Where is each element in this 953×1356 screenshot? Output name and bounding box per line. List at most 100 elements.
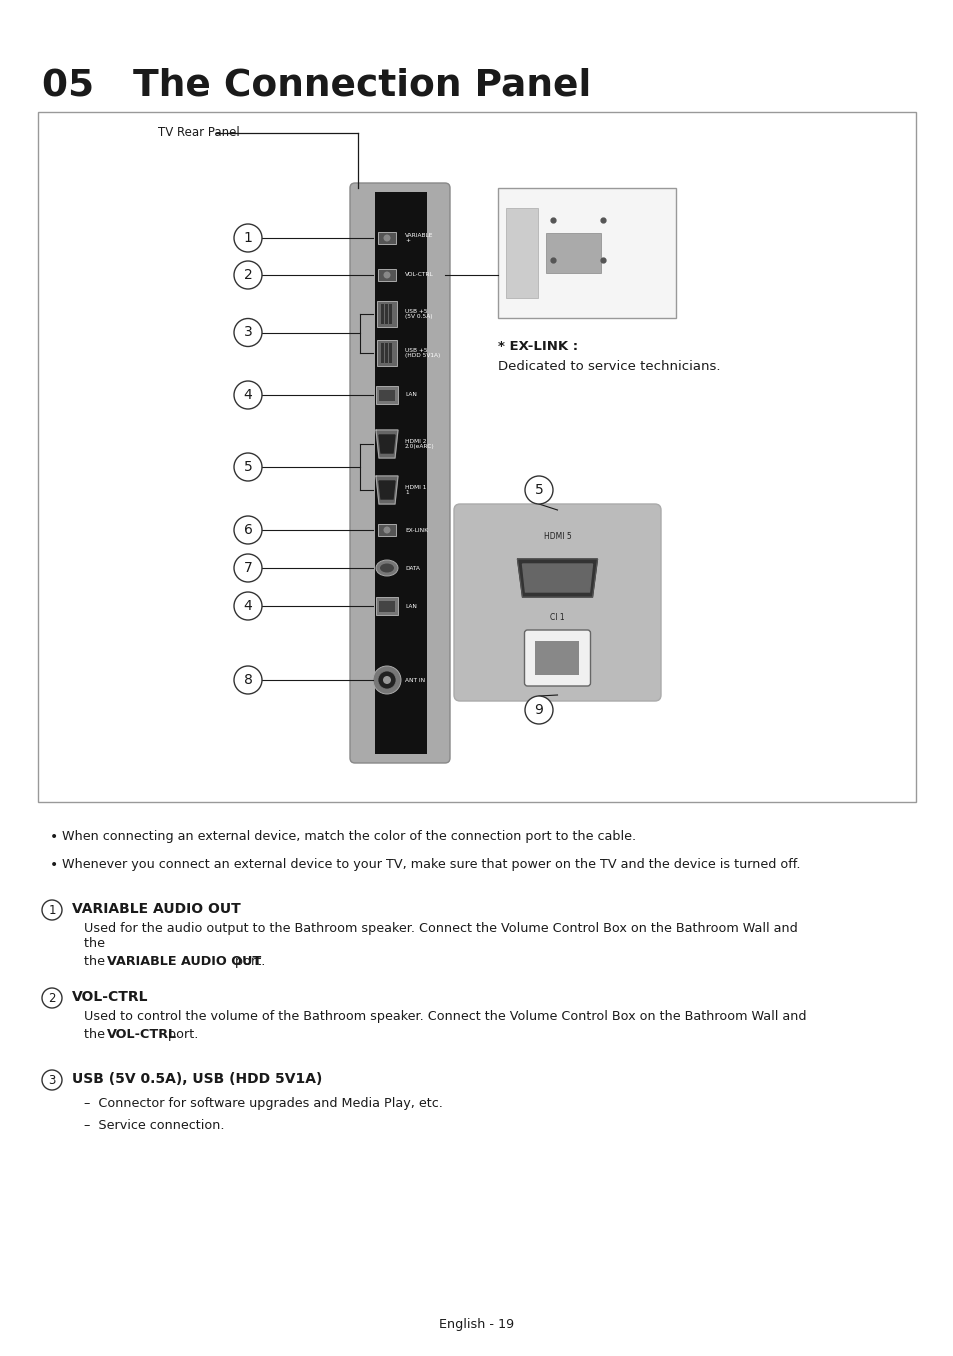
Bar xyxy=(378,601,395,612)
Text: VARIABLE AUDIO OUT: VARIABLE AUDIO OUT xyxy=(107,955,261,968)
Bar xyxy=(376,301,396,327)
Polygon shape xyxy=(378,481,395,499)
Text: When connecting an external device, match the color of the connection port to th: When connecting an external device, matc… xyxy=(62,830,636,843)
Text: VOL-CTRL: VOL-CTRL xyxy=(107,1028,177,1041)
Circle shape xyxy=(233,453,262,481)
Text: 3: 3 xyxy=(243,325,253,339)
Text: VARIABLE AUDIO OUT: VARIABLE AUDIO OUT xyxy=(71,902,240,917)
Text: VOL-CTRL: VOL-CTRL xyxy=(71,990,149,1003)
Text: Used for the audio output to the Bathroom speaker. Connect the Volume Control Bo: Used for the audio output to the Bathroo… xyxy=(84,922,797,951)
Text: USB (5V 0.5A), USB (HDD 5V1A): USB (5V 0.5A), USB (HDD 5V1A) xyxy=(71,1073,322,1086)
Text: Used to control the volume of the Bathroom speaker. Connect the Volume Control B: Used to control the volume of the Bathro… xyxy=(84,1010,805,1022)
Bar xyxy=(377,523,395,536)
Circle shape xyxy=(233,381,262,410)
Circle shape xyxy=(42,900,62,919)
Text: ANT IN: ANT IN xyxy=(405,678,425,682)
Text: VARIABLE
+: VARIABLE + xyxy=(405,233,433,243)
Text: port.: port. xyxy=(231,955,265,968)
Text: the: the xyxy=(84,955,109,968)
Bar xyxy=(385,304,388,324)
Bar xyxy=(375,597,397,616)
Circle shape xyxy=(524,476,553,504)
Text: the: the xyxy=(84,1028,109,1041)
Text: English - 19: English - 19 xyxy=(439,1318,514,1332)
Bar xyxy=(389,343,392,363)
Text: HDMI 1
1: HDMI 1 1 xyxy=(405,485,426,495)
Bar xyxy=(497,188,676,319)
Circle shape xyxy=(382,677,391,683)
Text: USB +5
(5V 0.5A): USB +5 (5V 0.5A) xyxy=(405,309,432,319)
Text: 4: 4 xyxy=(243,599,253,613)
Text: •: • xyxy=(50,858,58,872)
Bar xyxy=(535,641,578,675)
Circle shape xyxy=(524,696,553,724)
Text: 4: 4 xyxy=(243,388,253,401)
Text: port.: port. xyxy=(164,1028,198,1041)
Bar xyxy=(389,304,392,324)
Text: 6: 6 xyxy=(243,523,253,537)
FancyBboxPatch shape xyxy=(524,631,590,686)
Text: 5: 5 xyxy=(243,460,253,475)
Circle shape xyxy=(233,666,262,694)
Text: 1: 1 xyxy=(243,231,253,245)
Text: –  Service connection.: – Service connection. xyxy=(84,1119,224,1132)
Bar xyxy=(377,268,395,281)
Bar xyxy=(375,386,397,404)
Text: DATA: DATA xyxy=(405,565,419,571)
Bar xyxy=(505,207,537,298)
Bar xyxy=(378,391,395,401)
Circle shape xyxy=(377,671,395,689)
Circle shape xyxy=(233,319,262,347)
Text: Dedicated to service technicians.: Dedicated to service technicians. xyxy=(497,359,720,373)
Text: •: • xyxy=(50,830,58,843)
Bar xyxy=(377,232,395,244)
Text: 5: 5 xyxy=(534,483,543,498)
Text: 8: 8 xyxy=(243,673,253,687)
Text: TV Rear Panel: TV Rear Panel xyxy=(158,126,239,140)
Text: USB +5
(HDD 5V1A): USB +5 (HDD 5V1A) xyxy=(405,347,440,358)
Ellipse shape xyxy=(379,564,394,572)
Text: EX-LINK: EX-LINK xyxy=(405,527,428,533)
Polygon shape xyxy=(517,559,597,597)
Circle shape xyxy=(233,555,262,582)
Circle shape xyxy=(233,593,262,620)
Text: 05   The Connection Panel: 05 The Connection Panel xyxy=(42,68,591,104)
Text: * EX-LINK :: * EX-LINK : xyxy=(497,340,578,353)
Bar xyxy=(545,233,600,273)
Text: LAN: LAN xyxy=(405,603,416,609)
Bar xyxy=(38,113,915,801)
Text: 9: 9 xyxy=(534,702,543,717)
Text: 7: 7 xyxy=(243,561,253,575)
Text: HDMI 5: HDMI 5 xyxy=(543,532,571,541)
Polygon shape xyxy=(378,435,395,453)
Bar xyxy=(385,343,388,363)
Circle shape xyxy=(383,526,390,533)
Circle shape xyxy=(233,517,262,544)
Circle shape xyxy=(233,224,262,252)
Circle shape xyxy=(42,1070,62,1090)
Text: CI 1: CI 1 xyxy=(550,613,564,622)
FancyBboxPatch shape xyxy=(454,504,660,701)
Circle shape xyxy=(383,271,390,278)
Text: LAN: LAN xyxy=(405,392,416,397)
Circle shape xyxy=(383,235,390,241)
Circle shape xyxy=(233,260,262,289)
Ellipse shape xyxy=(375,560,397,576)
Text: –  Connector for software upgrades and Media Play, etc.: – Connector for software upgrades and Me… xyxy=(84,1097,442,1111)
Text: VOL-CTRL: VOL-CTRL xyxy=(405,273,434,278)
Text: 2: 2 xyxy=(243,268,253,282)
Bar xyxy=(376,340,396,366)
Text: HDMI 2
2.0(eARC): HDMI 2 2.0(eARC) xyxy=(405,439,435,449)
Bar xyxy=(381,343,384,363)
Polygon shape xyxy=(375,476,397,504)
Bar xyxy=(381,304,384,324)
Text: 1: 1 xyxy=(49,903,55,917)
Polygon shape xyxy=(375,430,397,458)
Circle shape xyxy=(42,989,62,1008)
FancyBboxPatch shape xyxy=(350,183,450,763)
Bar xyxy=(375,193,427,754)
Circle shape xyxy=(373,666,400,694)
Polygon shape xyxy=(522,564,592,593)
Text: Whenever you connect an external device to your TV, make sure that power on the : Whenever you connect an external device … xyxy=(62,858,800,871)
Text: 3: 3 xyxy=(49,1074,55,1086)
